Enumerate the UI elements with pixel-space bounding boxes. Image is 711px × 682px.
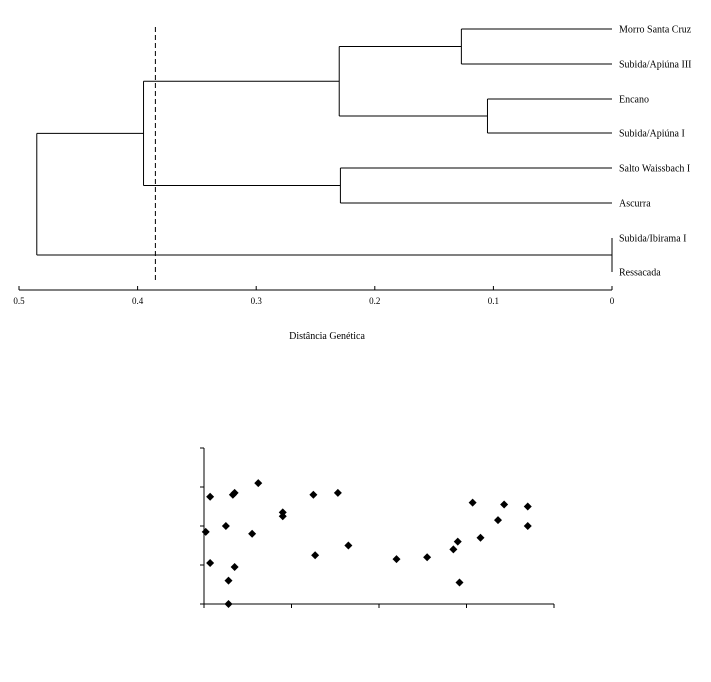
- scatter-point: [224, 600, 233, 608]
- scatter-point: [453, 537, 462, 546]
- x-tick-label: 0.3: [251, 296, 263, 306]
- scatter-point: [309, 490, 318, 499]
- scatter-point: [523, 502, 532, 511]
- scatter-point: [311, 551, 320, 560]
- scatter-point: [333, 488, 342, 497]
- scatter-point: [201, 527, 210, 536]
- scatter-point: [476, 533, 485, 542]
- scatter-point: [248, 529, 257, 538]
- x-tick-label: 0.5: [13, 296, 25, 306]
- leaf-label: Ressacada: [619, 268, 661, 279]
- leaf-label: Subida/Apiúna III: [619, 60, 692, 71]
- scatter-point: [500, 500, 509, 509]
- scatter-point: [254, 479, 263, 488]
- x-tick-label: 0.1: [488, 296, 499, 306]
- scatter-point: [455, 578, 464, 587]
- scatter-point: [392, 555, 401, 564]
- scatter-chart: [200, 447, 555, 608]
- scatter-point: [230, 562, 239, 571]
- scatter-point: [206, 492, 215, 501]
- leaf-label: Morro Santa Cruz: [619, 25, 692, 36]
- leaf-label: Encano: [619, 95, 649, 106]
- leaf-label: Salto Waissbach I: [619, 164, 690, 175]
- scatter-point: [344, 541, 353, 550]
- leaf-label: Subida/Ibirama I: [619, 234, 686, 245]
- scatter-point: [221, 522, 230, 530]
- scatter-point: [206, 559, 215, 568]
- x-axis-title: Distância Genética: [289, 331, 365, 342]
- x-tick-label: 0.4: [132, 296, 144, 306]
- x-tick-label: 0: [610, 296, 615, 306]
- scatter-point: [224, 576, 233, 585]
- scatter-point: [468, 498, 477, 507]
- scatter-point: [230, 488, 239, 497]
- x-tick-label: 0.2: [369, 296, 380, 306]
- dendrogram-chart: Morro Santa Cruz Subida/Apiúna III Encano S…: [13, 25, 691, 343]
- scatter-point: [494, 516, 502, 525]
- scatter-point: [449, 545, 458, 554]
- scatter-point: [278, 512, 287, 521]
- leaf-label: Ascurra: [619, 199, 651, 210]
- leaf-label: Subida/Apiúna I: [619, 129, 685, 140]
- scatter-point: [523, 522, 532, 530]
- scatter-point: [423, 553, 432, 562]
